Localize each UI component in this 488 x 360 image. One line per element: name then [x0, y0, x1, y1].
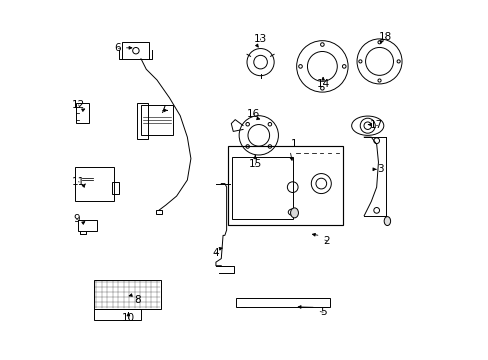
Text: 3: 3: [376, 164, 383, 174]
Bar: [78, 220, 97, 231]
Text: 13: 13: [253, 34, 266, 44]
Ellipse shape: [384, 217, 390, 226]
Text: 6: 6: [114, 43, 121, 53]
Bar: [76, 103, 89, 123]
Bar: [137, 103, 148, 139]
Text: 5: 5: [319, 307, 325, 317]
Bar: [94, 280, 160, 309]
Bar: [75, 167, 114, 202]
Text: 2: 2: [323, 236, 329, 246]
Text: 12: 12: [72, 100, 85, 110]
Bar: [141, 105, 173, 135]
Text: 8: 8: [134, 295, 141, 305]
Bar: [122, 42, 148, 59]
Text: 15: 15: [248, 159, 261, 169]
Text: 18: 18: [378, 32, 391, 42]
Bar: [156, 210, 162, 214]
Text: 1: 1: [290, 139, 297, 149]
Text: 17: 17: [369, 120, 383, 130]
Text: 10: 10: [122, 312, 135, 323]
Text: 9: 9: [73, 214, 80, 224]
Text: 16: 16: [246, 109, 260, 119]
Bar: [231, 157, 292, 219]
Text: 11: 11: [72, 177, 85, 187]
Text: 7: 7: [159, 105, 165, 115]
Bar: [94, 309, 141, 320]
Text: 14: 14: [316, 78, 329, 89]
Text: 4: 4: [212, 248, 219, 258]
Bar: [235, 298, 329, 307]
Ellipse shape: [290, 208, 298, 218]
Bar: [112, 182, 119, 194]
